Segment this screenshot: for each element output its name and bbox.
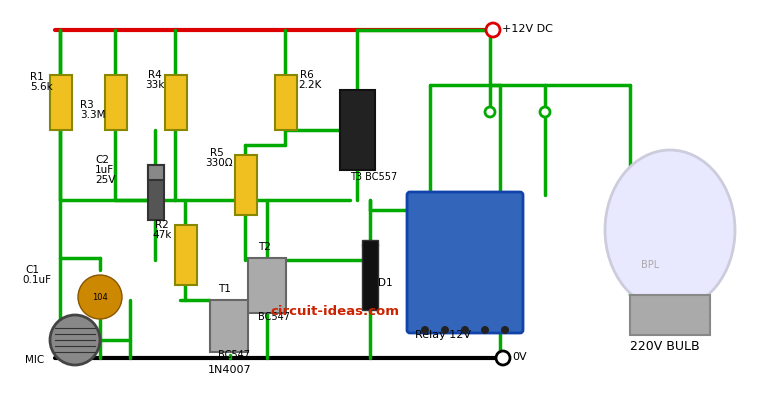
Bar — [362, 240, 378, 310]
Circle shape — [461, 326, 469, 334]
Bar — [340, 90, 375, 170]
Circle shape — [50, 315, 100, 365]
Circle shape — [501, 326, 509, 334]
Text: 220V BULB: 220V BULB — [631, 340, 700, 353]
Circle shape — [441, 326, 449, 334]
Text: 0V: 0V — [512, 352, 527, 362]
Text: circuit-ideas.com: circuit-ideas.com — [270, 305, 399, 318]
Bar — [148, 165, 164, 220]
Text: 2.2K: 2.2K — [298, 80, 321, 90]
Text: BC547: BC547 — [258, 312, 290, 322]
Text: MIC: MIC — [25, 355, 45, 365]
Text: 47k: 47k — [152, 230, 171, 240]
Text: 1N4007: 1N4007 — [208, 365, 252, 375]
FancyBboxPatch shape — [407, 192, 523, 333]
Bar — [105, 75, 127, 130]
Bar — [235, 155, 257, 215]
Bar — [165, 75, 187, 130]
Text: R4: R4 — [148, 70, 162, 80]
Ellipse shape — [605, 150, 735, 310]
Text: Relay 12V: Relay 12V — [415, 330, 471, 340]
Text: BC547: BC547 — [218, 350, 250, 360]
Text: R1: R1 — [30, 72, 44, 82]
Text: +12V DC: +12V DC — [502, 24, 553, 34]
Circle shape — [421, 326, 429, 334]
Text: R5: R5 — [210, 148, 223, 158]
Text: 1uF: 1uF — [95, 165, 114, 175]
Text: 104: 104 — [92, 292, 108, 302]
Bar — [175, 225, 197, 285]
Circle shape — [496, 351, 510, 365]
Circle shape — [485, 107, 495, 117]
Text: C1: C1 — [25, 265, 39, 275]
Text: 330Ω: 330Ω — [205, 158, 233, 168]
Circle shape — [78, 275, 122, 319]
Text: 0.1uF: 0.1uF — [22, 275, 51, 285]
Text: 3.3M: 3.3M — [80, 110, 105, 120]
Text: C2: C2 — [95, 155, 109, 165]
Bar — [210, 300, 248, 352]
Text: D1: D1 — [378, 278, 392, 288]
Bar — [630, 295, 710, 335]
Circle shape — [481, 326, 489, 334]
Text: R6: R6 — [300, 70, 314, 80]
Bar — [248, 258, 286, 313]
Text: R2: R2 — [155, 220, 169, 230]
Bar — [275, 75, 297, 130]
Text: T2: T2 — [258, 242, 271, 252]
Bar — [50, 75, 72, 130]
Bar — [148, 165, 164, 180]
Text: 25V: 25V — [95, 175, 115, 185]
Text: 5.6k: 5.6k — [30, 82, 53, 92]
Text: 33k: 33k — [145, 80, 164, 90]
Text: T1: T1 — [218, 284, 231, 294]
Circle shape — [540, 107, 550, 117]
Circle shape — [486, 23, 500, 37]
Text: T3 BC557: T3 BC557 — [350, 172, 397, 182]
Text: BPL: BPL — [641, 260, 659, 270]
Text: R3: R3 — [80, 100, 94, 110]
